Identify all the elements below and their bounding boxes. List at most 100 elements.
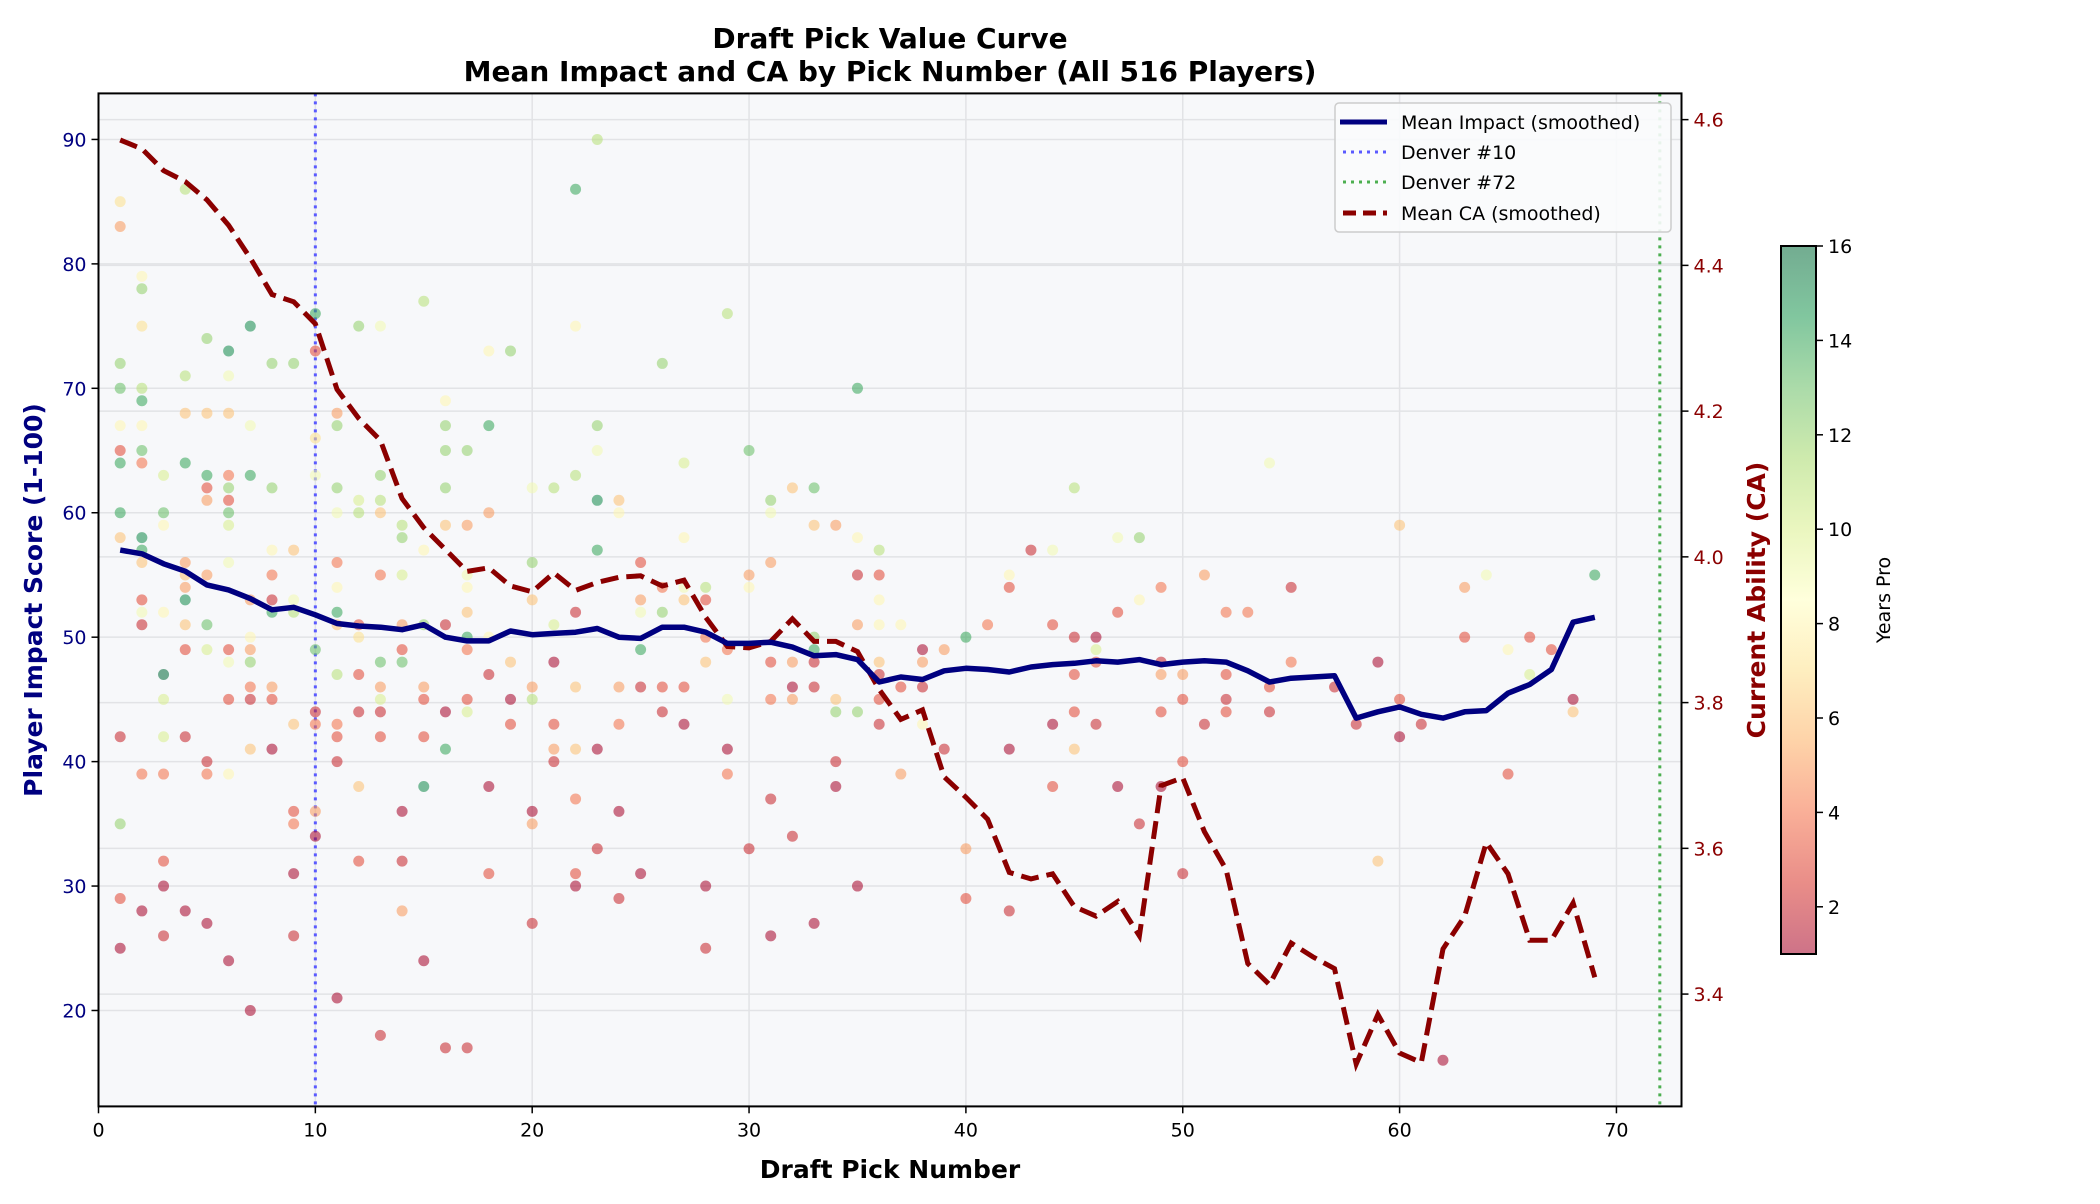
player-point [396, 569, 408, 581]
player-point [201, 469, 213, 481]
player-point [223, 507, 235, 519]
colorbar-tick-label: 2 [1828, 897, 1840, 919]
player-point [331, 581, 343, 593]
player-point [1242, 606, 1254, 618]
y-tick-label: 20 [62, 1000, 86, 1022]
player-point [309, 830, 321, 842]
player-point [374, 681, 386, 693]
player-point [1589, 569, 1601, 581]
player-point [223, 656, 235, 668]
player-point [136, 619, 148, 631]
y2-tick-label: 4.2 [1694, 401, 1724, 423]
player-point [700, 880, 712, 892]
player-point [873, 569, 885, 581]
colorbar-tick-label: 10 [1828, 519, 1852, 541]
player-point [1394, 693, 1406, 705]
x-tick-label: 10 [303, 1119, 327, 1141]
player-point [960, 892, 972, 904]
y2-tick-label: 4.6 [1694, 110, 1724, 132]
player-point [223, 644, 235, 656]
player-point [1220, 606, 1232, 618]
player-point [353, 706, 365, 718]
y2-tick-label: 4.0 [1694, 547, 1724, 569]
player-point [808, 519, 820, 531]
player-point [851, 619, 863, 631]
player-point [266, 681, 278, 693]
y-tick-label: 40 [62, 752, 86, 774]
player-point [917, 718, 929, 730]
player-point [1090, 631, 1102, 643]
x-tick-label: 50 [1171, 1119, 1195, 1141]
player-point [114, 532, 126, 544]
player-point [830, 756, 842, 768]
player-point [613, 507, 625, 519]
player-point [570, 606, 582, 618]
grid [97, 93, 1682, 1107]
player-point [570, 743, 582, 755]
player-point [570, 793, 582, 805]
y-tick-label: 70 [62, 378, 86, 400]
player-point [851, 532, 863, 544]
player-point [158, 855, 170, 867]
player-point [938, 743, 950, 755]
player-point [439, 482, 451, 494]
legend: Mean Impact (smoothed) Denver #10 Denver… [1334, 102, 1672, 233]
player-point [201, 407, 213, 419]
player-point [114, 382, 126, 394]
player-point [591, 133, 603, 145]
player-point [765, 693, 777, 705]
player-point [830, 706, 842, 718]
player-point [439, 619, 451, 631]
player-point [201, 917, 213, 929]
player-point [1285, 656, 1297, 668]
player-point [1003, 569, 1015, 581]
player-point [331, 507, 343, 519]
player-point [1047, 781, 1059, 793]
player-point [570, 880, 582, 892]
player-point [223, 519, 235, 531]
player-point [223, 955, 235, 967]
player-point [656, 606, 668, 618]
player-point [179, 644, 191, 656]
legend-label-denver10: Denver #10 [1401, 142, 1516, 164]
player-point [331, 557, 343, 569]
player-point [678, 681, 690, 693]
player-point [548, 656, 560, 668]
player-point [483, 420, 495, 432]
player-point [374, 731, 386, 743]
player-point [786, 656, 798, 668]
player-point [244, 1004, 256, 1016]
player-point [396, 905, 408, 917]
series-lines [119, 137, 1598, 1072]
player-point [613, 681, 625, 693]
player-point [288, 544, 300, 556]
player-point [309, 432, 321, 444]
player-point [765, 557, 777, 569]
player-point [570, 681, 582, 693]
player-point [439, 706, 451, 718]
colorbar-tick-label: 8 [1828, 614, 1840, 636]
player-point [505, 656, 517, 668]
player-point [526, 482, 538, 494]
colorbar-label: Years Pro [1873, 557, 1895, 644]
player-point [461, 581, 473, 593]
player-point [331, 420, 343, 432]
player-point [418, 295, 430, 307]
player-point [396, 656, 408, 668]
player-point [960, 631, 972, 643]
player-point [591, 743, 603, 755]
x-tick-label: 40 [954, 1119, 978, 1141]
player-point [353, 507, 365, 519]
player-point [591, 420, 603, 432]
player-point [353, 781, 365, 793]
player-point [179, 557, 191, 569]
player-point [353, 320, 365, 332]
player-point [396, 855, 408, 867]
player-point [266, 569, 278, 581]
player-point [786, 681, 798, 693]
player-point [136, 532, 148, 544]
player-point [244, 320, 256, 332]
player-point [223, 370, 235, 382]
player-point [223, 407, 235, 419]
